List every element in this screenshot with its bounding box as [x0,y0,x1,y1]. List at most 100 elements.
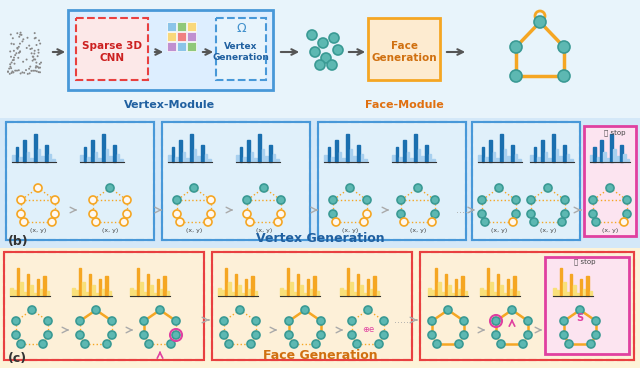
Bar [4,252,204,360]
Circle shape [329,210,337,218]
Circle shape [31,52,33,54]
Circle shape [220,331,228,339]
Circle shape [478,196,486,204]
Circle shape [39,71,41,73]
Bar [489,139,492,162]
Circle shape [18,52,20,54]
Circle shape [10,56,12,58]
Circle shape [31,47,33,49]
Bar [368,18,440,80]
Bar [566,292,569,296]
Circle shape [512,210,520,218]
Text: (x, y): (x, y) [342,228,358,233]
Circle shape [20,32,22,33]
Bar [247,139,250,162]
Bar [225,268,227,296]
Text: ⊕e: ⊕e [362,326,374,335]
Bar [190,134,193,162]
Circle shape [332,218,340,226]
Circle shape [290,340,298,348]
Circle shape [204,218,212,226]
Bar [36,279,39,296]
Circle shape [44,317,52,325]
Bar [503,293,506,296]
Bar [406,152,410,162]
Circle shape [34,59,36,60]
Circle shape [13,59,15,61]
Bar [47,291,49,296]
Circle shape [512,196,520,204]
Circle shape [7,71,9,73]
Bar [52,159,55,162]
Bar [461,276,464,296]
Circle shape [38,39,40,42]
Bar [420,252,634,360]
Text: Sparse 3D
CNN: Sparse 3D CNN [82,41,142,63]
Text: (x, y): (x, y) [602,228,618,233]
Bar [356,273,359,296]
Bar [137,268,139,296]
Bar [186,158,189,162]
Circle shape [312,340,320,348]
Bar [130,288,132,296]
Circle shape [22,61,24,63]
Circle shape [346,184,354,192]
Bar [102,289,104,296]
Circle shape [327,60,337,70]
Circle shape [19,50,21,52]
Circle shape [318,38,328,48]
Circle shape [560,331,568,339]
Circle shape [207,210,215,218]
Circle shape [247,340,255,348]
Bar [553,288,556,296]
Bar [607,158,609,162]
Bar [40,289,42,296]
Circle shape [35,61,37,64]
Circle shape [38,67,40,69]
Bar [534,146,536,162]
Bar [429,153,431,162]
Bar [504,149,506,162]
Circle shape [534,16,546,28]
Circle shape [23,72,25,74]
Circle shape [428,218,436,226]
Bar [570,273,572,296]
Bar [262,149,264,162]
Circle shape [103,340,111,348]
Bar [68,10,273,90]
Bar [307,279,309,296]
Bar [133,290,136,296]
Bar [91,139,93,162]
Circle shape [17,48,19,50]
Bar [99,279,101,296]
Circle shape [380,317,388,325]
Bar [238,285,241,296]
Circle shape [558,218,566,226]
Circle shape [29,72,31,74]
Bar [160,289,163,296]
Circle shape [460,331,468,339]
Bar [472,122,580,240]
Circle shape [123,210,131,218]
Circle shape [8,68,10,70]
Circle shape [76,331,84,339]
Circle shape [348,331,356,339]
Circle shape [589,196,597,204]
Bar [480,288,483,296]
Circle shape [35,44,38,46]
Bar [143,292,146,296]
Bar [254,158,257,162]
Text: ......: ...... [456,205,474,215]
Circle shape [321,53,331,63]
Bar [342,158,345,162]
Bar [600,139,602,162]
Circle shape [156,306,164,314]
Text: (c): (c) [8,352,27,365]
Circle shape [509,218,517,226]
Bar [147,273,149,296]
Circle shape [329,196,337,204]
Circle shape [35,65,37,67]
Bar [500,134,503,162]
Circle shape [277,196,285,204]
Bar [99,158,101,162]
